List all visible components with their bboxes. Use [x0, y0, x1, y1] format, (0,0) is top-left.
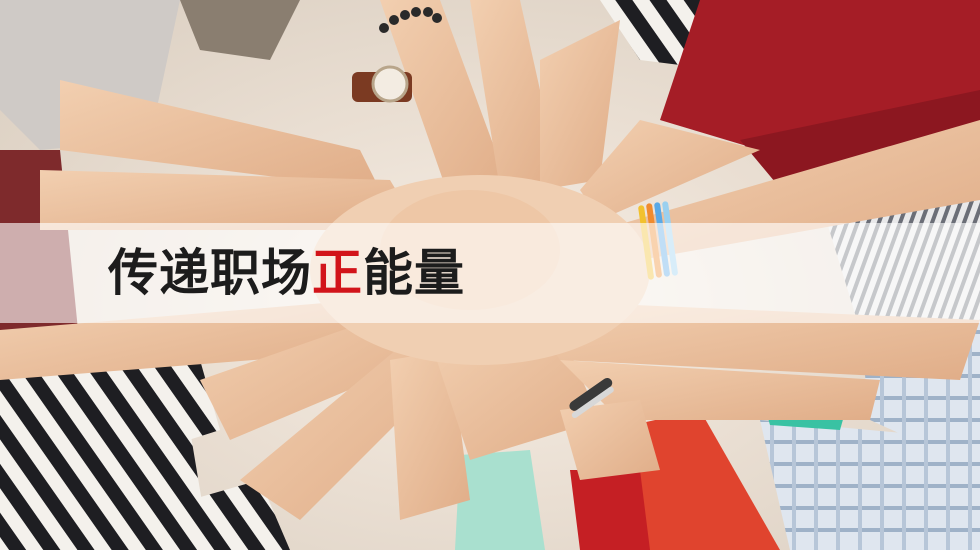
beaded-bracelet: [379, 7, 442, 33]
mint-sleeve: [455, 450, 545, 550]
striped-sleeve-left: [0, 360, 220, 500]
brown-sleeve: [180, 0, 300, 60]
headline-highlight: 正: [312, 244, 363, 302]
striped-cuff: [190, 480, 290, 550]
watch-face: [371, 65, 409, 103]
striped-sleeve-bottom: [0, 430, 210, 550]
plaid-sleeve-bottom: [760, 420, 980, 550]
headline-part1: 传递职场: [108, 244, 312, 302]
red-sleeve-bottom: [570, 470, 650, 550]
woven-bracelet: [569, 377, 614, 419]
headline-banner: [0, 223, 980, 323]
headline: 传递职场正能量: [108, 238, 465, 308]
headline-part2: 能量: [363, 244, 465, 302]
